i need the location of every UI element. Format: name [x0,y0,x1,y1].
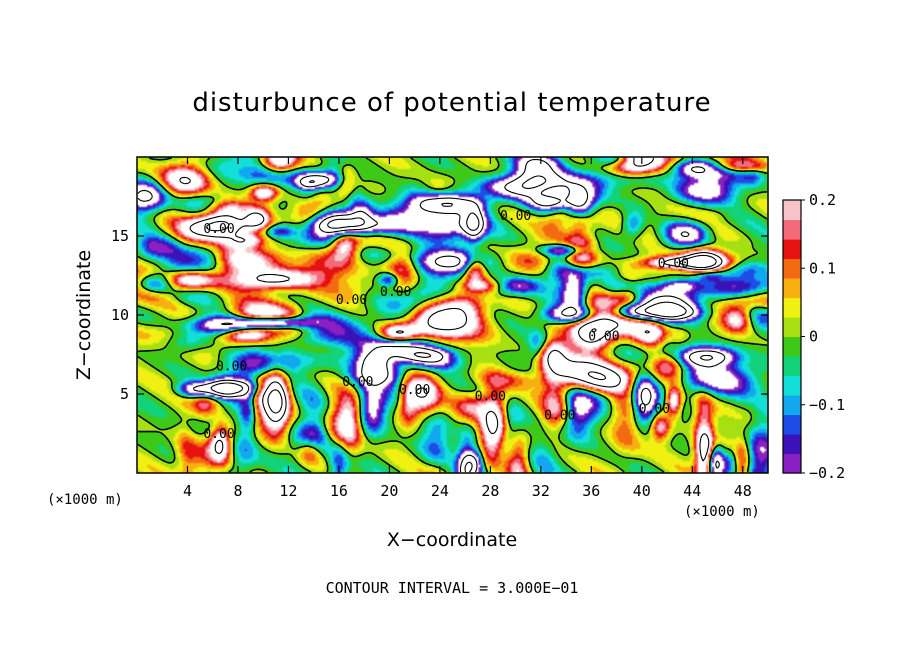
contour-label: 0.00 [639,402,670,417]
contour-label: 0.00 [588,329,619,344]
y-tick-label: 5 [120,385,129,403]
colorbar-band [783,434,801,455]
x-tick-label: 28 [481,482,499,500]
contour-label: 0.00 [216,359,247,374]
plot-area: 0.00 0.00 0.00 0.00 0.00 0.00 0.00 0.00 0.00 0.00… [137,157,768,473]
x-axis-unit-right: (×1000 m) [684,504,760,520]
contour-label: 0.00 [399,383,430,398]
x-tick-label: 48 [734,482,752,500]
contour-label: 0.00 [203,222,234,237]
contour-label: 0.00 [380,285,411,300]
contour-label: 0.00 [658,257,689,272]
x-tick-label: 32 [532,482,550,500]
x-tick-label: 24 [431,482,449,500]
colorbar-band [783,414,801,435]
colorbar-band [783,297,801,318]
x-tick-label: 4 [183,482,192,500]
x-tick-label: 12 [279,482,297,500]
colorbar-band [783,395,801,416]
contour-label: 0.00 [342,375,373,390]
colorbar-band [783,200,801,221]
contour-lines [137,157,768,473]
contour-label: 0.00 [336,293,367,308]
contour-label: 0.00 [544,408,575,423]
y-tick-label: 10 [111,306,129,324]
x-tick-label: 20 [380,482,398,500]
contour-line [210,175,714,473]
contour-line [137,157,768,473]
x-tick-label: 36 [582,482,600,500]
colorbar-tick-label: 0.2 [809,191,836,209]
contour-label: 0.00 [203,427,234,442]
colorbar-band [783,453,801,474]
colorbar-band [783,258,801,279]
x-axis-label: X−coordinate [387,529,517,551]
y-axis-ticks: 5 10 15 [111,227,768,403]
contour-interval-label: CONTOUR INTERVAL = 3.000E−01 [326,579,579,597]
colorbar-band [783,219,801,240]
x-axis-unit-left: (×1000 m) [47,492,123,508]
colorbar-tick-label: −0.2 [809,464,845,482]
contour-labels: 0.00 0.00 0.00 0.00 0.00 0.00 0.00 0.00 0.00 0.00… [203,209,689,442]
y-tick-label: 15 [111,227,129,245]
colorbar-tick-label: −0.1 [809,396,845,414]
x-tick-label: 40 [633,482,651,500]
x-tick-label: 8 [233,482,242,500]
x-axis-ticks: 4 8 12 16 20 24 28 32 36 40 44 48 [183,157,752,500]
colorbar-tick-label: 0 [809,328,818,346]
contour-label: 0.00 [500,209,531,224]
y-axis-label: Z−coordinate [73,250,95,380]
colorbar-band [783,317,801,338]
x-tick-label: 16 [330,482,348,500]
chart-title: disturbunce of potential temperature [192,88,711,118]
colorbar-tick-label: 0.1 [809,259,836,277]
colorbar-band [783,336,801,357]
colorbar-band [783,239,801,260]
colorbar-band [783,278,801,299]
contour-line [179,157,723,462]
contour-line [137,158,726,473]
contour-label: 0.00 [475,389,506,404]
colorbar: 0.2 0.1 0 −0.1 −0.2 [782,191,845,482]
x-tick-label: 44 [683,482,701,500]
colorbar-band [783,375,801,396]
colorbar-band [783,356,801,377]
contour-line [206,220,717,414]
